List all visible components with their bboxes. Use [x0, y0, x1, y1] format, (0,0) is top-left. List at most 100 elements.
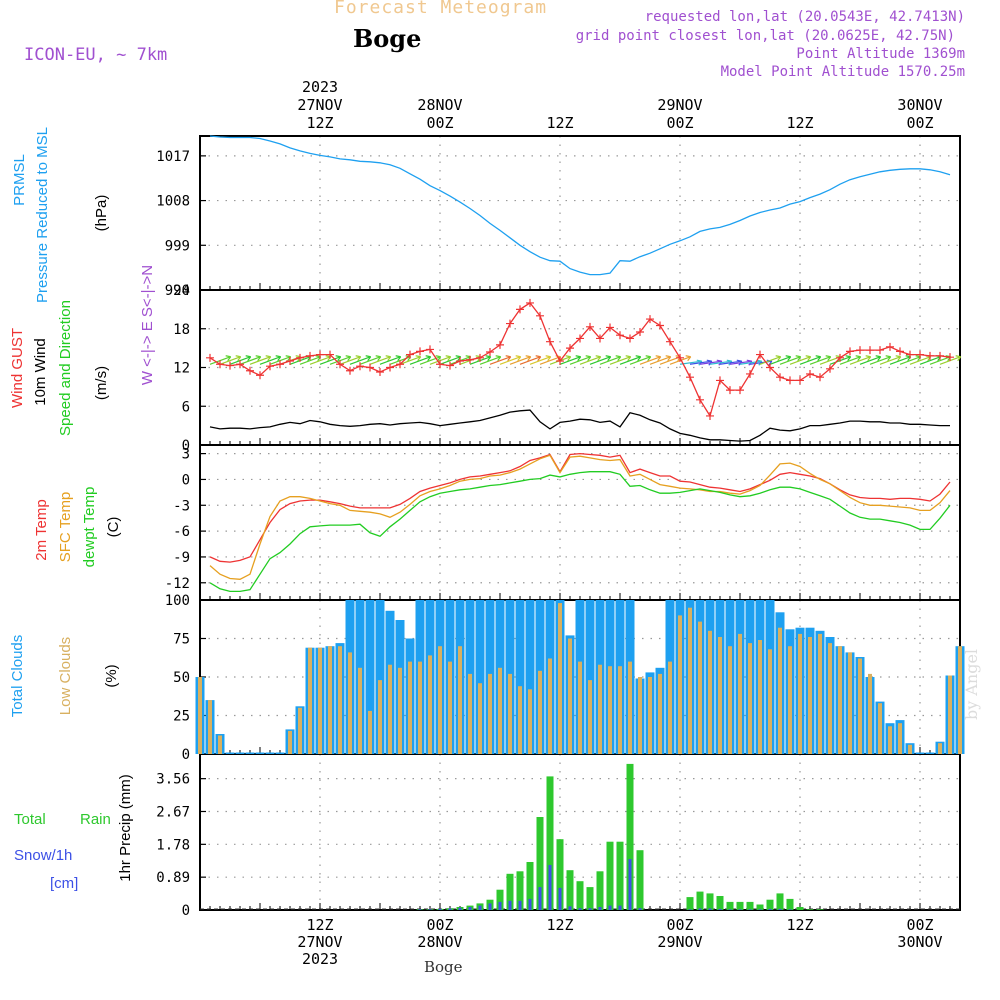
- snow-bar: [538, 887, 542, 910]
- series-prmsl: [209, 135, 951, 276]
- wind-arrow-head: [645, 355, 651, 358]
- rain-bar: [516, 871, 524, 910]
- low-cloud-bar: [308, 647, 312, 754]
- snow-bar: [738, 909, 742, 910]
- gust-marker: [776, 373, 784, 382]
- wind-arrow-head: [505, 355, 511, 358]
- wind-arrow-head: [855, 355, 861, 358]
- gust-marker: [866, 346, 874, 355]
- wind-arrow-head: [696, 359, 702, 362]
- low-cloud-bar: [708, 630, 712, 754]
- gust-marker: [396, 360, 404, 369]
- gust-marker: [456, 357, 464, 366]
- y-tick-label: 0: [182, 472, 190, 488]
- wind-arrow-head: [237, 356, 242, 362]
- gust-marker: [386, 363, 394, 372]
- time-label-top: 28NOV: [417, 96, 462, 114]
- gust-marker: [556, 357, 564, 366]
- wind-arrow: [889, 356, 911, 365]
- gust-marker: [646, 315, 654, 324]
- gust-marker: [446, 361, 454, 370]
- wind-arrow: [439, 356, 461, 365]
- snow-bar: [508, 900, 512, 910]
- low-cloud-bar: [748, 643, 752, 754]
- rain-bar: [786, 898, 794, 910]
- wind-arrow-head: [525, 355, 531, 358]
- wind-arrow-head: [507, 356, 512, 362]
- gridpoint-coords: grid point closest lon,lat (20.0625E, 42…: [575, 28, 955, 44]
- y-tick-label: 24: [173, 283, 190, 299]
- location-title: Boge: [353, 24, 422, 53]
- wind-arrow: [929, 356, 951, 365]
- wind-arrow: [789, 356, 811, 365]
- wind-arrow: [539, 356, 561, 365]
- wind-arrow-head: [857, 356, 862, 362]
- wind-arrow-head: [447, 356, 452, 362]
- low-cloud-bar: [478, 683, 482, 754]
- wind-arrow-head: [427, 356, 432, 362]
- time-label-bottom: 30NOV: [897, 933, 942, 951]
- snow-bar: [708, 908, 712, 910]
- y-tick-label: 2.67: [156, 804, 190, 820]
- rain-bar: [746, 901, 754, 910]
- low-cloud-bar: [288, 730, 292, 754]
- gust-marker: [836, 353, 844, 362]
- label-dewpt-temp: dewpt Temp: [81, 487, 98, 568]
- rain-bar: [816, 909, 824, 910]
- rain-bar: [566, 870, 574, 910]
- wind-arrow-head: [415, 355, 421, 358]
- wind-arrow-head: [597, 356, 602, 362]
- gust-marker: [356, 362, 364, 371]
- wind-arrow-head: [845, 355, 851, 358]
- gust-marker: [306, 351, 314, 360]
- low-cloud-bar: [798, 633, 802, 754]
- wind-arrow: [909, 356, 931, 365]
- wind-arrow-head: [225, 355, 231, 358]
- label-sfc-temp: SFC Temp: [57, 492, 74, 563]
- gust-marker: [716, 376, 724, 385]
- wind-arrow-head: [955, 355, 961, 358]
- gust-marker: [756, 350, 764, 359]
- snow-bar: [528, 898, 532, 910]
- snow-bar: [768, 908, 772, 910]
- low-cloud-bar: [838, 646, 842, 754]
- wind-arrow-head: [437, 356, 442, 362]
- wind-arrow: [319, 356, 341, 365]
- gust-marker: [916, 350, 924, 359]
- low-cloud-bar: [398, 667, 402, 754]
- total-cloud-bar: [235, 752, 245, 754]
- gust-marker: [406, 350, 414, 359]
- wind-arrow: [529, 356, 551, 365]
- wind-arrow-head: [647, 356, 652, 362]
- wind-arrow-head: [445, 355, 451, 358]
- low-cloud-bar: [338, 646, 342, 754]
- wind-arrow-head: [537, 356, 542, 362]
- model-label: ICON-EU, ~ 7km: [24, 45, 168, 65]
- low-cloud-bar: [488, 673, 492, 754]
- wind-arrow-head: [547, 356, 552, 362]
- low-cloud-bar: [598, 664, 602, 754]
- panel-frame-pressure: [199, 135, 961, 291]
- y-tick-label: 0.89: [156, 870, 190, 886]
- snow-bar: [628, 859, 632, 910]
- y-tick-label: 50: [173, 670, 190, 686]
- low-cloud-bar: [298, 707, 302, 754]
- snow-bar: [518, 900, 522, 910]
- gust-marker: [696, 395, 704, 404]
- time-label-bottom: 29NOV: [657, 933, 702, 951]
- wind-arrow-head: [227, 356, 232, 362]
- wind-arrow-head: [895, 355, 901, 358]
- wind-arrow-head: [625, 355, 631, 358]
- low-cloud-bar: [558, 603, 562, 754]
- wind-arrow-head: [706, 359, 712, 362]
- label-ms: (m/s): [93, 366, 110, 400]
- gust-marker: [256, 371, 264, 380]
- low-cloud-bar: [908, 744, 912, 754]
- y-tick-label: 75: [173, 632, 190, 648]
- rain-bar: [536, 817, 544, 910]
- wind-arrow: [699, 360, 722, 365]
- wind-arrow-head: [417, 356, 422, 362]
- y-tick-label: 1.78: [156, 837, 190, 853]
- rain-bar: [716, 896, 724, 910]
- low-cloud-bar: [858, 658, 862, 754]
